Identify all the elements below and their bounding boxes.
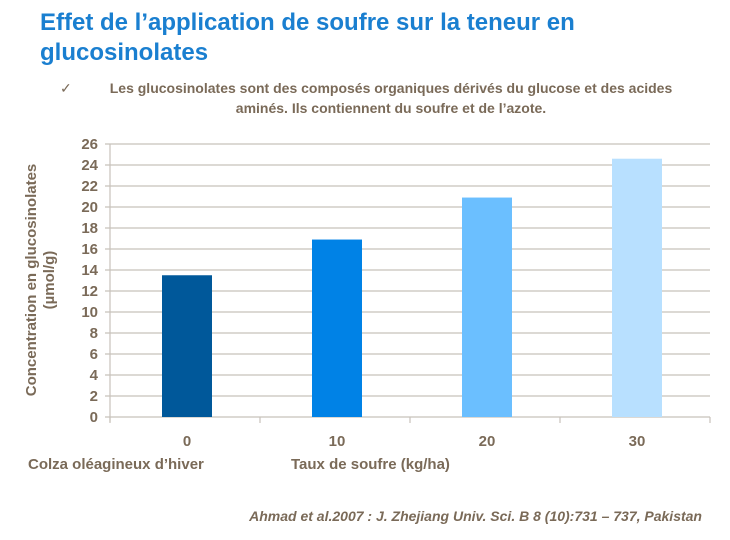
y-tick-label: 8 [90, 325, 98, 342]
y-tick-label: 6 [90, 346, 98, 363]
bar [462, 197, 512, 417]
bullet-text: Les glucosinolates sont des composés org… [109, 80, 673, 116]
y-tick-label: 14 [81, 262, 98, 279]
y-tick-label: 22 [81, 178, 98, 195]
y-tick-label: 18 [81, 220, 98, 237]
bar [612, 158, 662, 417]
bar [312, 239, 362, 417]
x-tick-label: 10 [329, 433, 346, 450]
y-tick-label: 2 [90, 388, 98, 405]
y-tick-label: 0 [90, 409, 98, 426]
x-tick-label: 0 [183, 433, 191, 450]
y-tick-label: 16 [81, 241, 98, 258]
check-mark-icon: ✓ [60, 80, 72, 96]
x-tick-label: 30 [629, 433, 646, 450]
y-tick-label: 24 [81, 157, 98, 174]
y-tick-label: 12 [81, 283, 98, 300]
x-axis-title: Taux de soufre (kg/ha) [291, 456, 450, 473]
x-tick-label: 20 [479, 433, 496, 450]
y-tick-label: 4 [90, 367, 99, 384]
bullet-point: ✓ Les glucosinolates sont des composés o… [60, 78, 700, 118]
y-axis-title: Concentration en glucosinolates (µmol/g) [23, 163, 58, 397]
y-tick-label: 26 [81, 136, 98, 153]
citation: Ahmad et al.2007 : J. Zhejiang Univ. Sci… [249, 508, 702, 524]
bar [162, 275, 212, 417]
slide-title: Effet de l’application de soufre sur la … [40, 9, 575, 66]
y-tick-label: 10 [81, 304, 98, 321]
y-tick-label: 20 [81, 199, 98, 216]
crop-label: Colza oléagineux d’hiver [28, 456, 204, 473]
